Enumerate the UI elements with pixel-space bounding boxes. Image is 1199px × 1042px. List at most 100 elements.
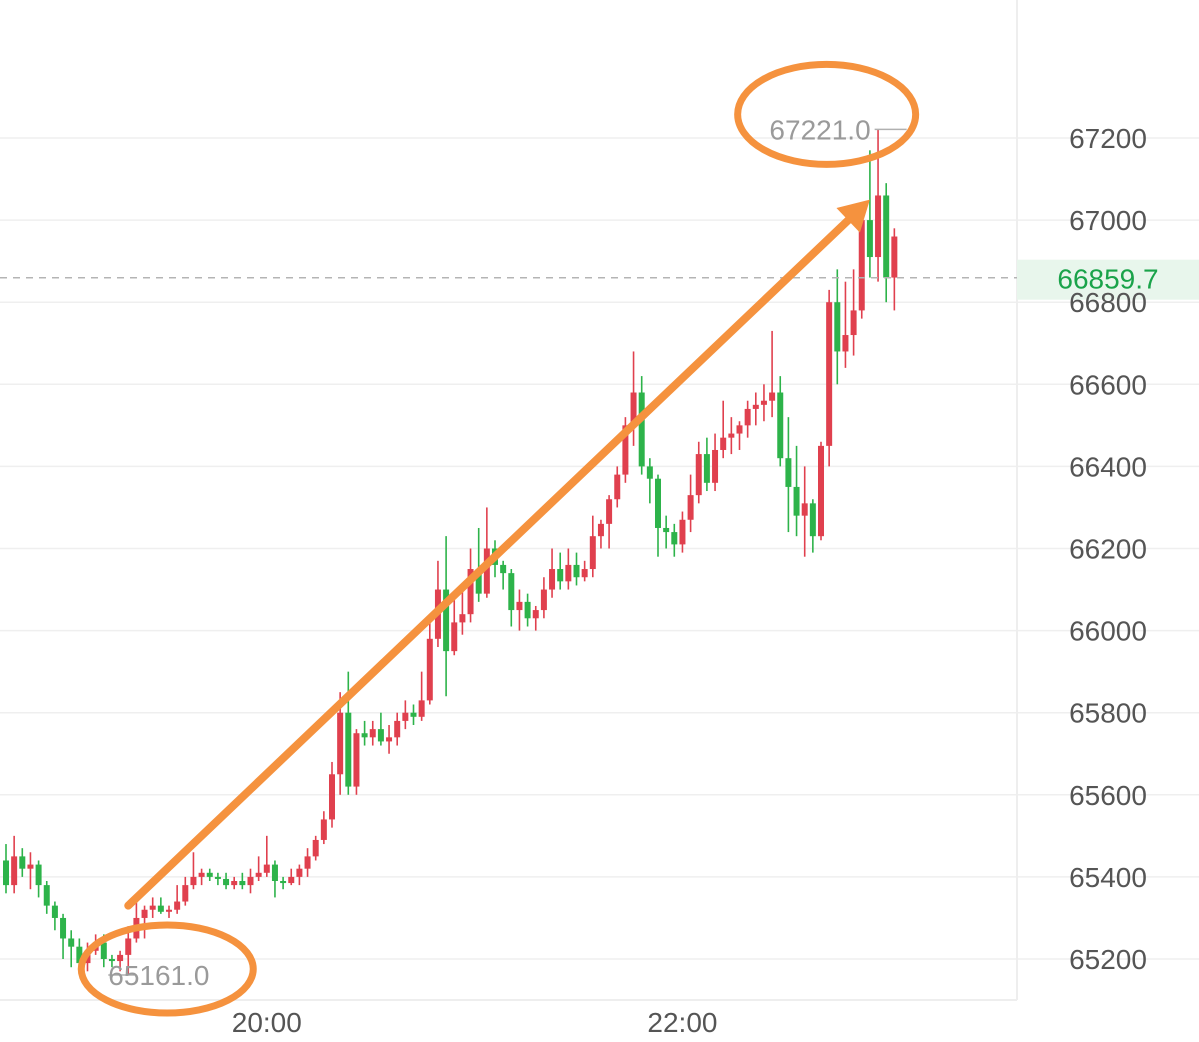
candle — [214, 872, 221, 886]
candle-body — [875, 195, 882, 258]
candle — [850, 269, 857, 356]
candle — [866, 150, 873, 278]
candle-body — [793, 486, 800, 516]
trend-arrow — [124, 213, 856, 910]
y-tick-label: 67000 — [1069, 205, 1147, 236]
candle-body — [337, 712, 344, 775]
candle — [410, 704, 417, 726]
candle-body — [467, 569, 474, 615]
candle — [671, 523, 678, 557]
candle — [565, 548, 572, 590]
candle-body — [703, 454, 710, 483]
candle-body — [826, 302, 833, 446]
candle-body — [630, 392, 637, 426]
candle — [239, 872, 246, 890]
candle — [117, 950, 124, 972]
candle — [720, 400, 727, 459]
candle-body — [280, 881, 287, 884]
trend-arrow-head — [836, 199, 870, 233]
candle-body — [858, 220, 865, 311]
candle — [549, 548, 556, 598]
candle-body — [769, 392, 776, 401]
candle — [304, 848, 311, 877]
candle — [467, 548, 474, 623]
candle — [60, 913, 67, 959]
candle — [11, 835, 18, 894]
candle-series — [3, 129, 898, 976]
candle-body — [288, 876, 295, 884]
candle — [149, 897, 156, 918]
candle — [27, 852, 34, 890]
candle-body — [345, 712, 352, 787]
x-tick-label: 22:00 — [647, 1007, 717, 1038]
candle-body — [214, 876, 221, 879]
candle-body — [614, 474, 621, 500]
candle — [581, 560, 588, 582]
candle — [540, 577, 547, 619]
candle — [744, 400, 751, 438]
candle-body — [312, 839, 319, 857]
candle-body — [500, 564, 507, 574]
candle-body — [809, 503, 816, 537]
candle-body — [174, 901, 181, 910]
candle — [883, 183, 890, 303]
candle-body — [866, 220, 873, 258]
candle — [736, 421, 743, 450]
candle-body — [565, 564, 572, 582]
candle-body — [524, 601, 531, 619]
candle-body — [394, 720, 401, 738]
candle-body — [736, 425, 743, 434]
candle-body — [100, 942, 107, 959]
candle-body — [818, 445, 824, 537]
x-axis: 20:00 22:00 — [232, 1007, 718, 1038]
candle — [638, 376, 645, 475]
candle-body — [353, 733, 360, 787]
low-highlight-ellipse — [77, 921, 257, 1017]
candle-body — [638, 392, 645, 467]
low-marker-label: 65161.0 — [108, 960, 209, 991]
candle-body — [304, 856, 311, 869]
x-tick-label: 20:00 — [232, 1007, 302, 1038]
candle-body — [125, 938, 132, 955]
candle-body — [589, 536, 596, 570]
candle-body — [801, 503, 808, 516]
candle-body — [76, 946, 83, 964]
candle-body — [3, 860, 9, 886]
candle-body — [597, 523, 604, 537]
y-tick-label: 65600 — [1069, 780, 1147, 811]
candle-body — [842, 335, 849, 352]
candle — [679, 511, 686, 553]
candle — [834, 269, 841, 385]
candle — [271, 860, 278, 898]
candle-body — [850, 310, 857, 336]
candle-body — [166, 909, 172, 912]
candle — [361, 720, 368, 746]
candle — [769, 330, 776, 418]
candle-body — [198, 872, 205, 877]
candle-body — [451, 622, 458, 652]
candle-body — [27, 864, 34, 869]
candle — [174, 885, 181, 914]
candle-body — [369, 729, 376, 738]
candle — [108, 954, 115, 968]
candle-body — [443, 589, 450, 652]
current-price-tag: 66859.7 — [1057, 264, 1158, 295]
candle — [703, 437, 710, 492]
candle-body — [549, 569, 556, 590]
candle-body — [679, 519, 686, 545]
candle — [312, 835, 319, 861]
candle-body — [712, 449, 719, 483]
candle — [329, 761, 335, 828]
candle-body — [752, 404, 759, 409]
y-axis: 65200 65400 65600 65800 66000 66200 66400 66600… — [1069, 123, 1147, 975]
candle — [402, 700, 409, 730]
candle-body — [606, 499, 613, 524]
candle-body — [117, 954, 124, 962]
candle-body — [834, 302, 841, 352]
candle — [133, 901, 140, 943]
candle — [475, 527, 482, 602]
candle-body — [386, 737, 393, 742]
candle-body — [695, 454, 702, 496]
candle — [630, 351, 637, 446]
